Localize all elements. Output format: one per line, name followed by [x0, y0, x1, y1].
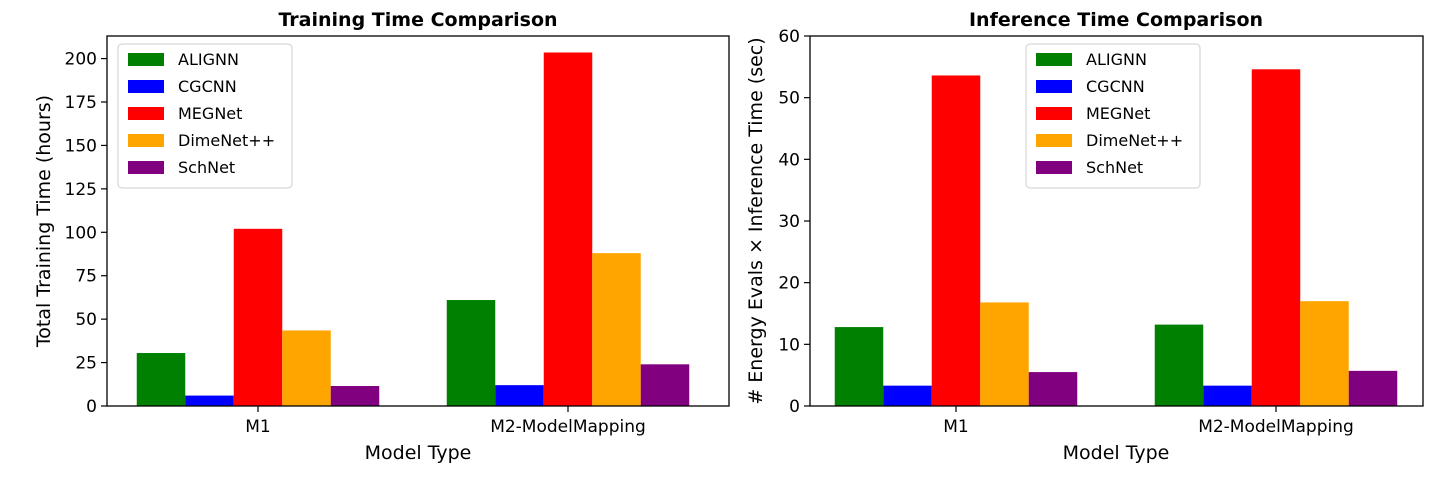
y-tick-label: 20 — [778, 274, 800, 294]
bar-dimenet-1 — [1300, 301, 1349, 406]
bar-dimenet-1 — [592, 253, 641, 406]
y-tick-label: 10 — [778, 335, 800, 355]
ticks: 0 25 50 75 100 125 150 175 200 M1 M2-ModelMapping — [65, 50, 646, 437]
chart-title: Training Time Comparison — [278, 9, 557, 31]
legend-label: CGCNN — [178, 77, 237, 96]
y-tick-label: 125 — [65, 180, 97, 200]
bar-alignn-0 — [136, 353, 186, 406]
x-tick-label: M2-ModelMapping — [1198, 417, 1354, 437]
bar-cgcnn-1 — [1203, 385, 1252, 406]
y-tick-label: 50 — [778, 89, 800, 109]
plot-frame — [809, 35, 1424, 407]
legend-label: ALIGNN — [178, 50, 239, 69]
legend: ALIGNN CGCNN MEGNet DimeNet++ SchNet — [1025, 43, 1201, 189]
bar-cgcnn-0 — [883, 385, 932, 406]
bar-schnet-0 — [330, 386, 380, 406]
legend-label: MEGNet — [178, 104, 242, 123]
legend-label: DimeNet++ — [1086, 131, 1183, 150]
y-tick-label: 60 — [778, 27, 800, 47]
y-axis-label: # Energy Evals × Inference Time (sec) — [745, 37, 767, 404]
legend-swatch — [128, 107, 164, 120]
legend-swatch — [128, 80, 164, 93]
legend-swatch — [128, 161, 164, 174]
bar-cgcnn-1 — [495, 385, 544, 406]
x-axis-label: Model Type — [365, 442, 472, 464]
bar-cgcnn-0 — [185, 395, 234, 406]
legend-swatch — [128, 134, 164, 147]
bar-schnet-1 — [1348, 370, 1398, 406]
bar-dimenet-0 — [980, 302, 1029, 406]
legend-label: MEGNet — [1086, 104, 1150, 123]
bar-dimenet-0 — [282, 330, 331, 406]
bar-megnet-0 — [233, 228, 283, 406]
y-tick-label: 0 — [86, 397, 97, 417]
legend-swatch — [1036, 53, 1072, 66]
legend-label: CGCNN — [1086, 77, 1145, 96]
y-tick-label: 100 — [65, 223, 97, 243]
y-tick-label: 175 — [65, 93, 97, 113]
inference-time-chart: Inference Time Comparison 0 10 20 30 40 50 60 M… — [745, 9, 1424, 464]
x-tick-label: M2-ModelMapping — [490, 417, 646, 437]
training-time-chart: Training Time Comparison 0 25 50 75 100 125 15… — [33, 9, 730, 464]
y-tick-label: 50 — [75, 310, 97, 330]
plot-frame — [106, 35, 730, 407]
bars — [834, 69, 1398, 407]
bar-alignn-0 — [834, 327, 884, 406]
bar-alignn-1 — [1154, 324, 1204, 406]
legend-swatch — [1036, 107, 1072, 120]
legend-label: DimeNet++ — [178, 131, 275, 150]
bar-megnet-1 — [543, 52, 593, 406]
x-tick-label: M1 — [245, 417, 270, 437]
bars — [136, 52, 690, 406]
y-tick-label: 40 — [778, 150, 800, 170]
bar-schnet-1 — [640, 364, 690, 406]
y-tick-label: 200 — [65, 50, 97, 70]
legend-label: SchNet — [1086, 158, 1143, 177]
legend-swatch — [1036, 80, 1072, 93]
legend-swatch — [1036, 134, 1072, 147]
y-tick-label: 75 — [75, 267, 97, 287]
y-tick-label: 150 — [65, 136, 97, 156]
y-tick-label: 0 — [789, 397, 800, 417]
legend: ALIGNN CGCNN MEGNet DimeNet++ SchNet — [117, 43, 293, 189]
x-tick-label: M1 — [943, 417, 968, 437]
legend-label: SchNet — [178, 158, 235, 177]
bar-megnet-0 — [931, 75, 981, 406]
bar-schnet-0 — [1028, 372, 1078, 406]
y-tick-label: 25 — [75, 354, 97, 374]
x-axis-label: Model Type — [1063, 442, 1170, 464]
legend-swatch — [1036, 161, 1072, 174]
ticks: 0 10 20 30 40 50 60 M1 M2-ModelMapping — [778, 27, 1353, 437]
legend-swatch — [128, 53, 164, 66]
legend-label: ALIGNN — [1086, 50, 1147, 69]
bar-megnet-1 — [1251, 69, 1301, 407]
chart-title: Inference Time Comparison — [969, 9, 1263, 31]
y-axis-label: Total Training Time (hours) — [33, 95, 55, 348]
bar-alignn-1 — [446, 300, 496, 406]
y-tick-label: 30 — [778, 212, 800, 232]
